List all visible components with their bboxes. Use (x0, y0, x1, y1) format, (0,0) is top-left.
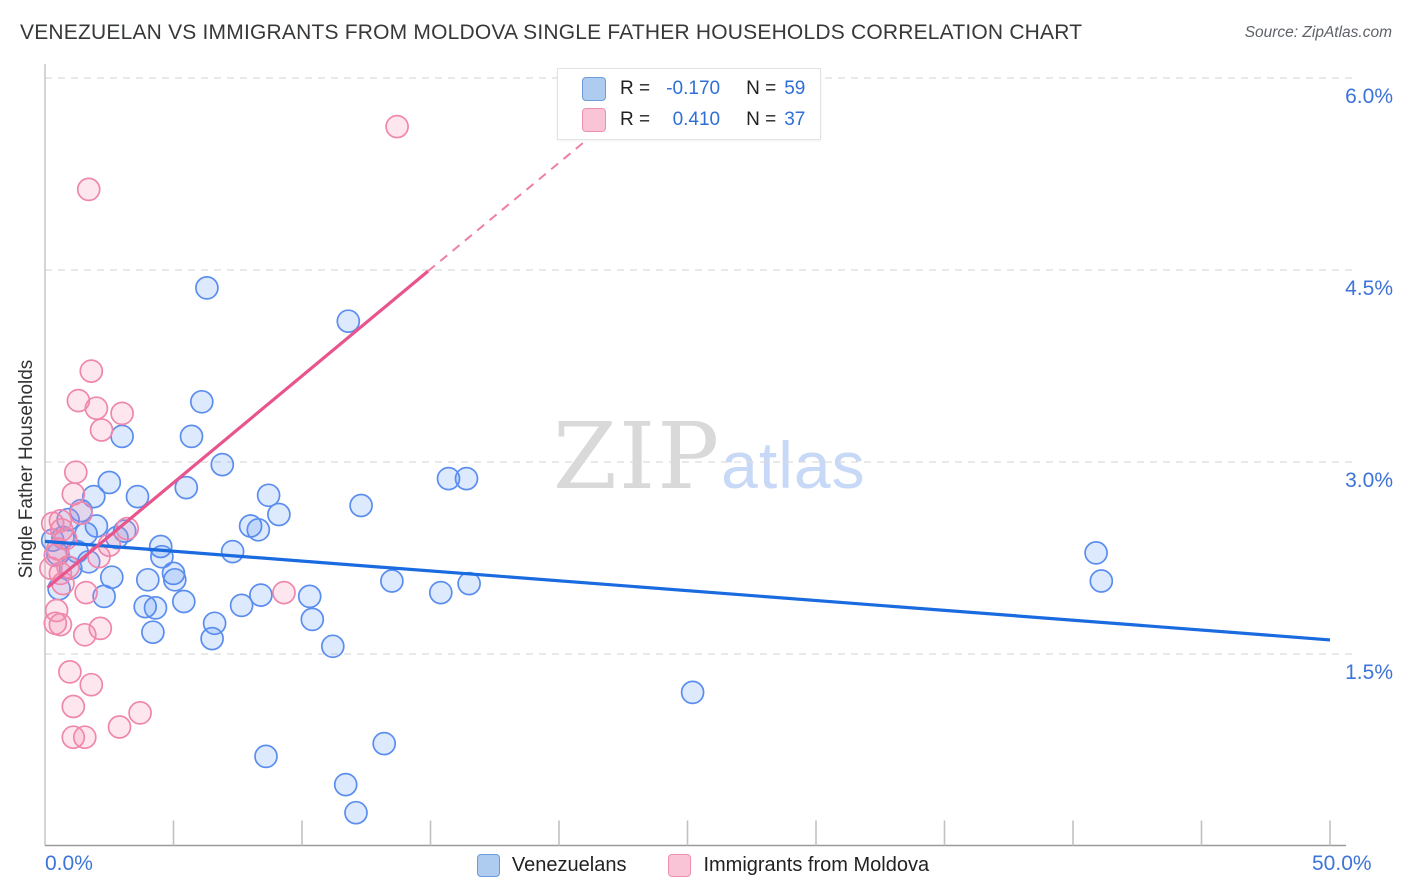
pink-series-swatch (582, 107, 606, 132)
scatter-point (162, 567, 187, 592)
blue-series-swatch (476, 853, 500, 877)
legend-item-moldova: Immigrants from Moldova (668, 853, 930, 877)
trend-line-pink (46, 270, 429, 589)
scatter-point (200, 626, 224, 651)
scatter-point (300, 607, 325, 632)
scatter-point (171, 589, 196, 614)
r-label: R = (620, 108, 651, 130)
scatter-point (72, 622, 97, 647)
scatter-point (89, 418, 114, 442)
scatter-point (143, 596, 168, 620)
scatter-point (63, 460, 88, 485)
scatter-point (125, 484, 150, 509)
legend-row-venezuelans: R = -0.170 N = 59 (558, 76, 820, 102)
scatter-point (56, 555, 80, 579)
scatter-point (272, 580, 296, 605)
scatter-point (454, 466, 479, 491)
scatter-point (97, 470, 122, 495)
y-tick-label: 3.0% (1345, 469, 1393, 492)
legend-item-label: Immigrants from Moldova (703, 853, 930, 876)
y-tick-label: 4.5% (1345, 277, 1393, 300)
scatter-point (1089, 569, 1114, 593)
scatter-point (128, 701, 152, 725)
scatter-point (680, 680, 705, 705)
scatter-point (336, 309, 361, 334)
scatter-point (229, 593, 254, 618)
chart-title: VENEZUELAN VS IMMIGRANTS FROM MOLDOVA SI… (20, 21, 1083, 44)
r-label: R = (620, 77, 651, 99)
legend-row-moldova: R = 0.410 N = 37 (558, 107, 820, 133)
scatter-point (72, 725, 97, 750)
scatter-point (372, 731, 397, 756)
scatter-point (220, 539, 245, 564)
n-value: 59 (784, 77, 806, 99)
pink-series-swatch (668, 853, 692, 877)
scatter-point (84, 396, 109, 421)
r-value: 0.410 (672, 108, 721, 130)
series-legend: Venezuelans Immigrants from Moldova (0, 845, 1406, 885)
scatter-point (79, 672, 104, 697)
scatter-point (210, 452, 235, 477)
scatter-point (349, 493, 373, 518)
scatter-point (92, 584, 116, 609)
scatter-point (179, 424, 204, 449)
scatter-point (141, 620, 165, 645)
trend-line-blue (44, 539, 1331, 642)
x-min-label: 0.0% (45, 852, 93, 875)
y-tick-label: 1.5% (1345, 661, 1393, 684)
scatter-point (256, 483, 281, 508)
watermark-zip: ZIP (553, 403, 722, 510)
scatter-point (79, 359, 104, 383)
scatter-point (43, 611, 68, 636)
scatter-point (84, 514, 109, 538)
scatter-point (249, 583, 273, 607)
scatter-point (254, 744, 278, 769)
scatter-point (189, 389, 214, 414)
scatter-point (44, 598, 69, 623)
scatter-point (88, 616, 113, 641)
correlation-legend-box: R = -0.170 N = 59 R = 0.410 N = 37 (557, 68, 821, 140)
x-max-label: 50.0% (1312, 852, 1372, 875)
scatter-point (385, 114, 409, 139)
scatter-point (76, 177, 101, 202)
scatter-point (110, 424, 134, 449)
scatter-point (174, 475, 199, 500)
scatter-point (333, 772, 358, 797)
scatter-point (58, 660, 82, 684)
scatter-point (1084, 541, 1108, 565)
legend-item-venezuelans: Venezuelans (476, 853, 627, 877)
legend-item-label: Venezuelans (511, 853, 627, 876)
scatter-point (110, 401, 134, 426)
scatter-point (380, 569, 404, 593)
scatter-point (135, 567, 160, 592)
watermark-atlas: atlas (721, 428, 866, 502)
n-label: N = (746, 77, 777, 99)
scatter-point (267, 502, 291, 527)
r-value: -0.170 (666, 77, 721, 99)
y-tick-label: 6.0% (1345, 85, 1393, 108)
blue-series-swatch (582, 76, 606, 101)
scatter-point (195, 276, 219, 300)
scatter-point (297, 584, 322, 609)
scatter-point (428, 580, 453, 605)
n-value: 37 (784, 108, 806, 130)
scatter-point (344, 800, 368, 825)
scatter-point (61, 694, 86, 719)
scatter-point (69, 501, 93, 526)
scatter-point (246, 517, 271, 542)
scatter-point (107, 715, 132, 739)
zipatlas-watermark: ZIP atlas (553, 403, 866, 510)
n-label: N = (746, 108, 777, 130)
scatter-point (436, 466, 461, 491)
scatter-point (74, 580, 98, 605)
scatter-point (320, 634, 345, 659)
trend-line-pink (427, 125, 604, 273)
source-attribution: Source: ZipAtlas.com (1244, 24, 1392, 41)
